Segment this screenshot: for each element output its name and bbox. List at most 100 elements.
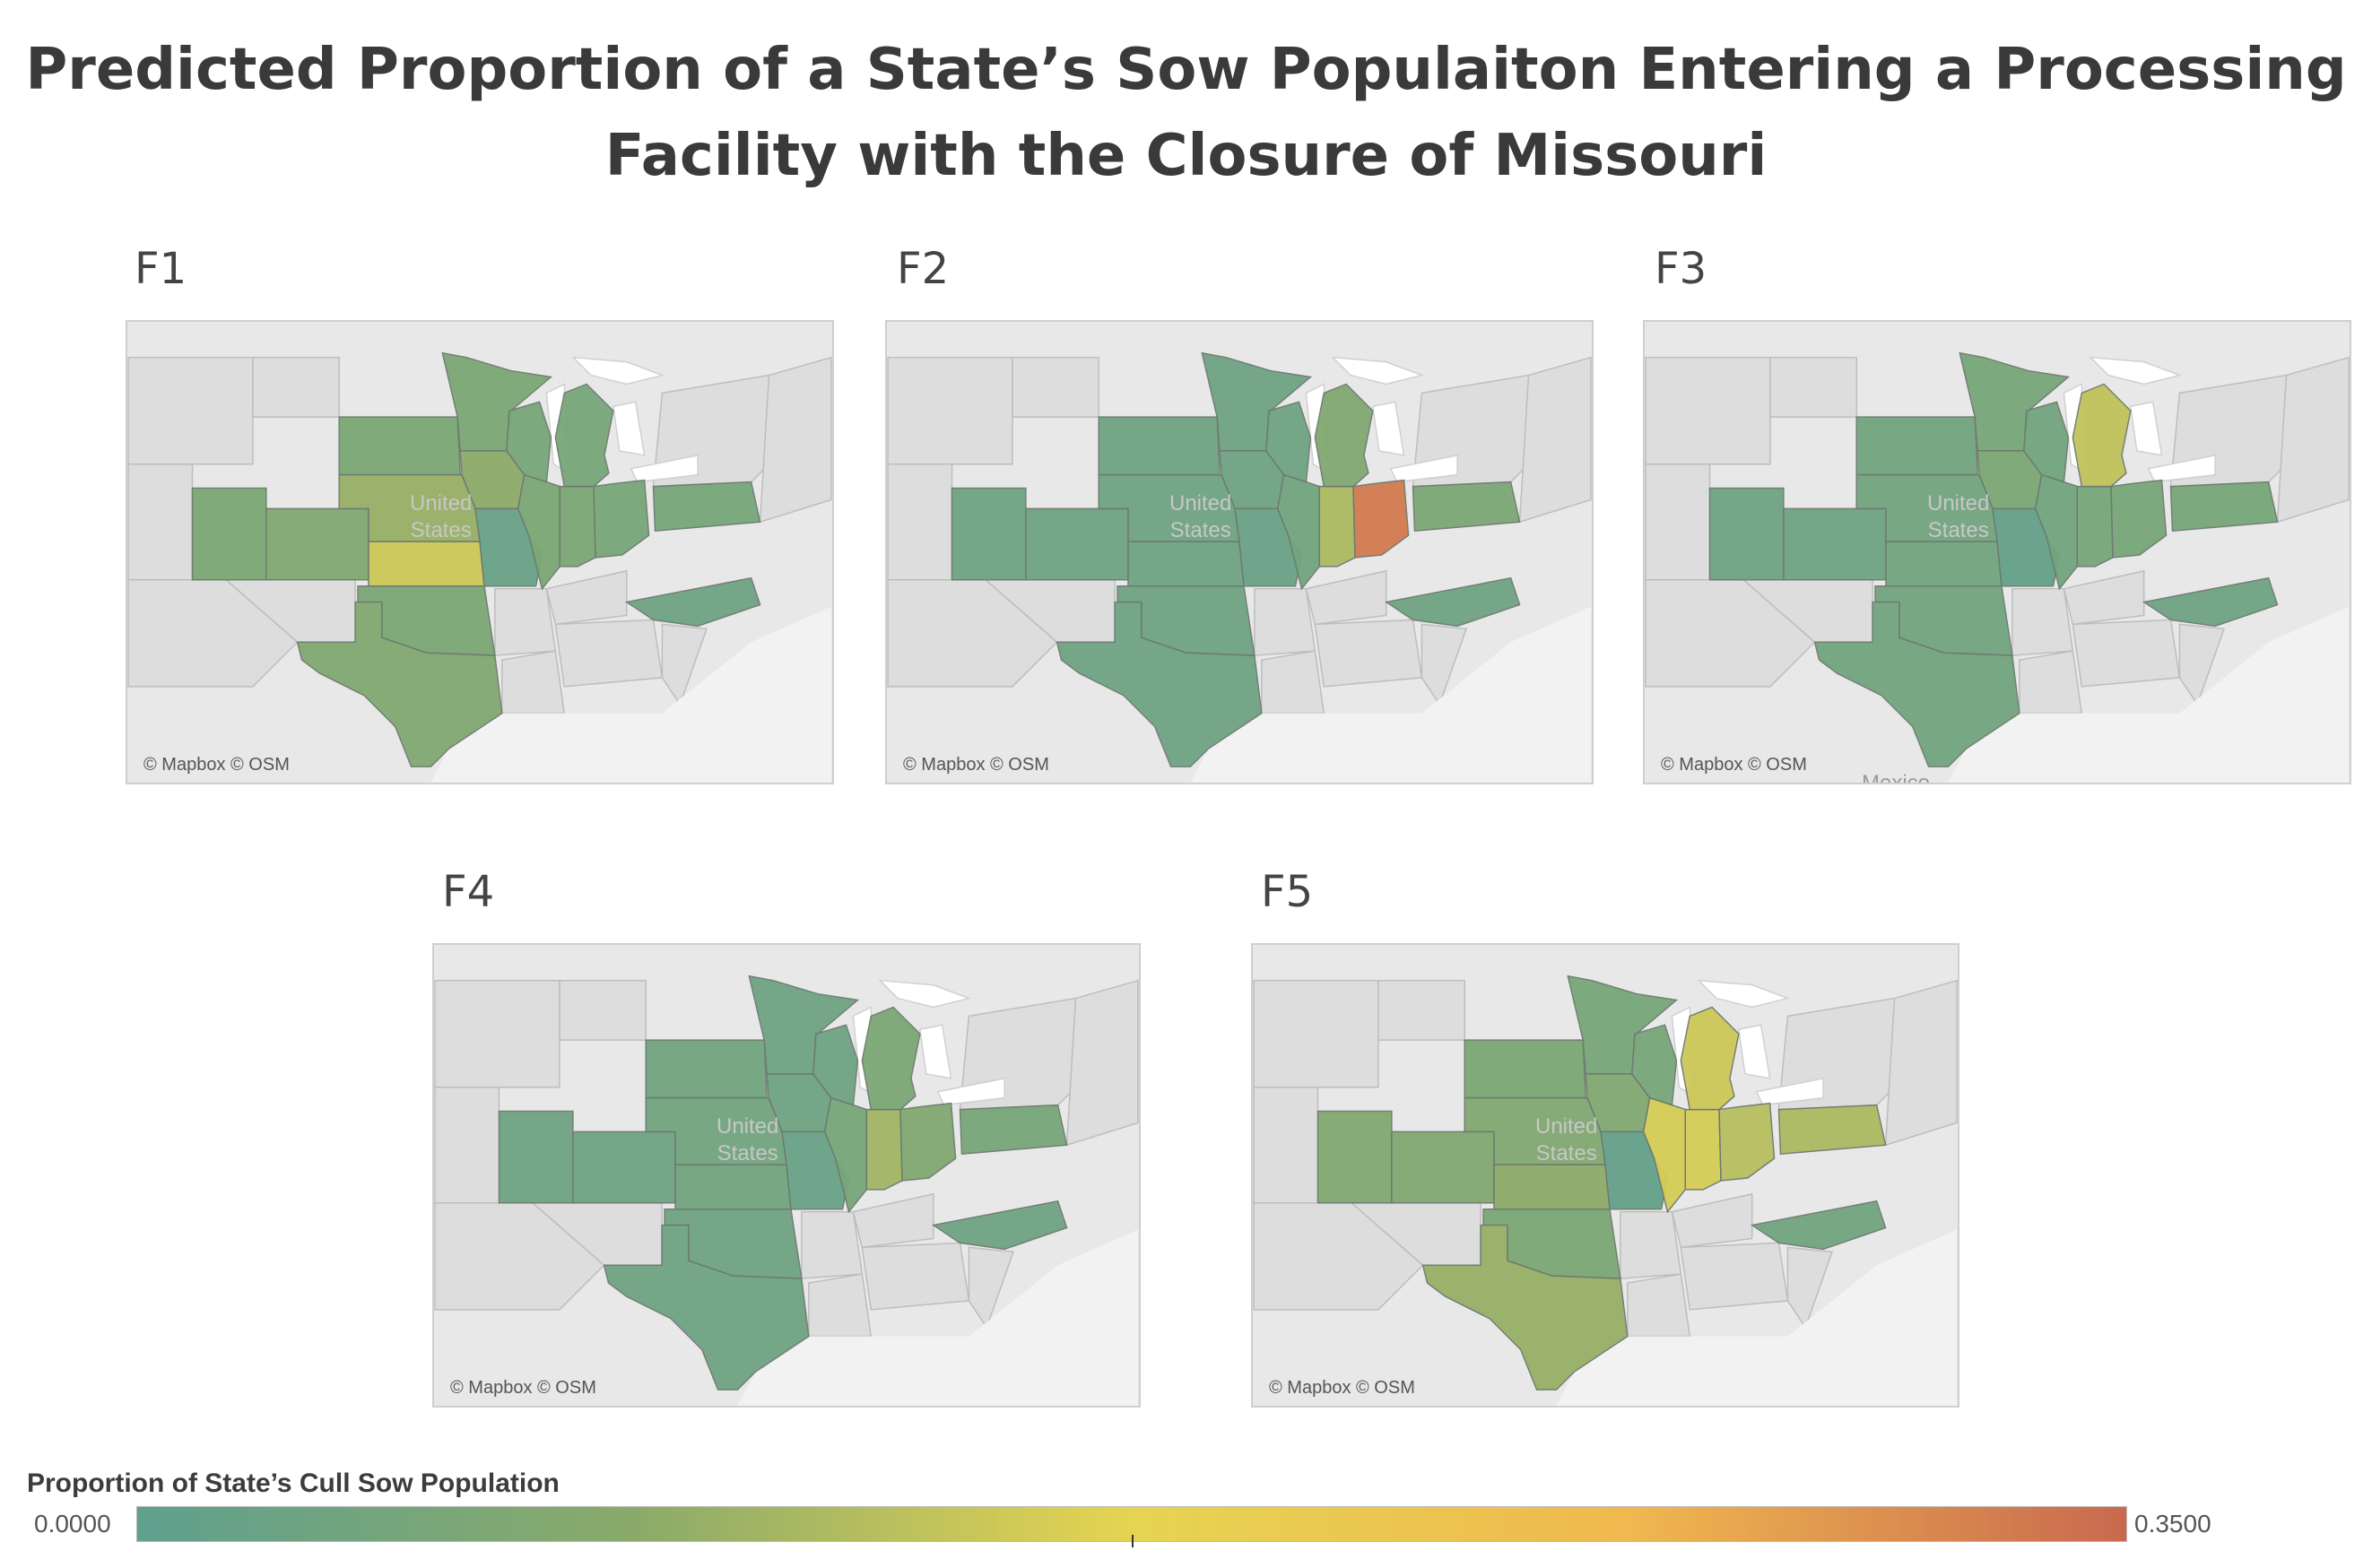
background-state-outline: [2072, 619, 2181, 688]
background-state-outline: [2019, 650, 2083, 715]
background-state-outline: [434, 1087, 500, 1204]
panel-label-f2: F2: [897, 244, 950, 294]
state-oh[interactable]: [2110, 479, 2168, 559]
state-in[interactable]: [2076, 485, 2114, 567]
state-ks[interactable]: [674, 1164, 792, 1210]
state-pa[interactable]: [2169, 481, 2279, 532]
legend-max-label: 0.3500: [2134, 1510, 2211, 1538]
state-sd[interactable]: [1855, 416, 1978, 476]
state-oh[interactable]: [899, 1102, 957, 1182]
state-mi[interactable]: [1680, 1006, 1740, 1111]
state-pa[interactable]: [652, 481, 761, 532]
state-sd[interactable]: [1464, 1039, 1586, 1099]
state-in[interactable]: [1318, 485, 1356, 567]
state-ks[interactable]: [1127, 541, 1245, 587]
country-watermark: United States: [410, 491, 473, 542]
lake-shape: [1331, 356, 1424, 386]
map-attribution[interactable]: © Mapbox © OSM: [450, 1378, 596, 1398]
state-co[interactable]: [1025, 507, 1129, 581]
state-il[interactable]: [1276, 473, 1321, 591]
panel-label-f1: F1: [135, 244, 187, 294]
state-ut[interactable]: [1708, 487, 1785, 581]
background-state-outline: [545, 569, 628, 626]
background-state-outline: [127, 463, 194, 581]
map-panel-f5[interactable]: United States © Mapbox © OSM: [1251, 943, 1959, 1408]
panel-label-f3: F3: [1655, 244, 1707, 294]
state-co[interactable]: [572, 1131, 676, 1204]
background-state-outline: [861, 1242, 970, 1311]
state-tx[interactable]: [1421, 1224, 1629, 1390]
background-state-outline: [2276, 356, 2350, 524]
lake-shape: [571, 356, 665, 386]
state-co[interactable]: [1391, 1131, 1495, 1204]
state-tx[interactable]: [1056, 601, 1263, 767]
state-oh[interactable]: [593, 479, 650, 559]
state-il[interactable]: [2034, 473, 2079, 591]
map-attribution[interactable]: © Mapbox © OSM: [143, 755, 290, 775]
background-state-outline: [801, 1210, 864, 1279]
state-mi[interactable]: [1314, 383, 1374, 488]
state-nc[interactable]: [624, 576, 761, 628]
map-panel-f2[interactable]: United States © Mapbox © OSM: [885, 320, 1594, 784]
map-panel-f3[interactable]: United States Mexico © Mapbox © OSM: [1643, 320, 2351, 784]
background-state-outline: [494, 587, 557, 656]
state-ks[interactable]: [1885, 541, 2003, 587]
state-tx[interactable]: [1813, 601, 2020, 767]
lake-shape: [1389, 454, 1458, 483]
state-sd[interactable]: [1098, 416, 1221, 476]
state-mi[interactable]: [554, 383, 614, 488]
state-pa[interactable]: [1412, 481, 1521, 532]
panel-label-f4: F4: [442, 867, 495, 917]
map-f3-svg: [1645, 351, 2350, 783]
background-state-outline: [1671, 1192, 1753, 1249]
lake-shape: [630, 454, 699, 483]
map-attribution[interactable]: © Mapbox © OSM: [903, 755, 1049, 775]
state-co[interactable]: [1783, 507, 1887, 581]
state-ks[interactable]: [368, 541, 485, 587]
state-pa[interactable]: [1777, 1104, 1887, 1155]
state-in[interactable]: [559, 485, 596, 567]
background-state-outline: [501, 650, 566, 715]
state-in[interactable]: [1684, 1108, 1722, 1191]
background-state-outline: [1680, 1242, 1789, 1311]
ocean-shape: [1556, 1229, 1957, 1406]
map-panel-f1[interactable]: United States © Mapbox © OSM: [126, 320, 834, 784]
background-state-outline: [1012, 356, 1099, 418]
map-attribution[interactable]: © Mapbox © OSM: [1269, 1378, 1415, 1398]
state-il[interactable]: [1642, 1096, 1687, 1214]
state-ut[interactable]: [498, 1110, 574, 1204]
legend-min-label: 0.0000: [34, 1510, 111, 1538]
background-state-outline: [1645, 463, 1711, 581]
map-f5-svg: [1253, 975, 1958, 1406]
state-mi[interactable]: [861, 1006, 921, 1111]
state-mi[interactable]: [2072, 383, 2132, 488]
state-sd[interactable]: [338, 416, 461, 476]
ocean-shape: [1948, 606, 2349, 783]
title-line-2: Facility with the Closure of Missouri: [604, 123, 1768, 189]
state-pa[interactable]: [959, 1104, 1068, 1155]
state-oh[interactable]: [1352, 479, 1410, 559]
state-nc[interactable]: [1384, 576, 1521, 628]
state-nc[interactable]: [931, 1200, 1068, 1251]
state-ut[interactable]: [951, 487, 1027, 581]
map-panel-f4[interactable]: United States © Mapbox © OSM: [432, 943, 1141, 1408]
state-nc[interactable]: [2142, 576, 2279, 628]
mexico-label: Mexico: [1862, 771, 1931, 784]
lake-shape: [1755, 1077, 1824, 1106]
state-ks[interactable]: [1493, 1164, 1611, 1210]
state-ut[interactable]: [1316, 1110, 1393, 1204]
lake-shape: [613, 401, 646, 456]
state-sd[interactable]: [645, 1039, 768, 1099]
map-attribution[interactable]: © Mapbox © OSM: [1661, 755, 1807, 775]
state-il[interactable]: [823, 1096, 868, 1214]
state-il[interactable]: [517, 473, 561, 591]
lake-shape: [1738, 1024, 1771, 1079]
state-tx[interactable]: [296, 601, 503, 767]
background-state-outline: [252, 356, 340, 418]
state-co[interactable]: [265, 507, 369, 581]
state-oh[interactable]: [1718, 1102, 1776, 1182]
state-ut[interactable]: [191, 487, 267, 581]
state-in[interactable]: [865, 1108, 903, 1191]
state-nc[interactable]: [1750, 1200, 1887, 1251]
state-tx[interactable]: [603, 1224, 810, 1390]
